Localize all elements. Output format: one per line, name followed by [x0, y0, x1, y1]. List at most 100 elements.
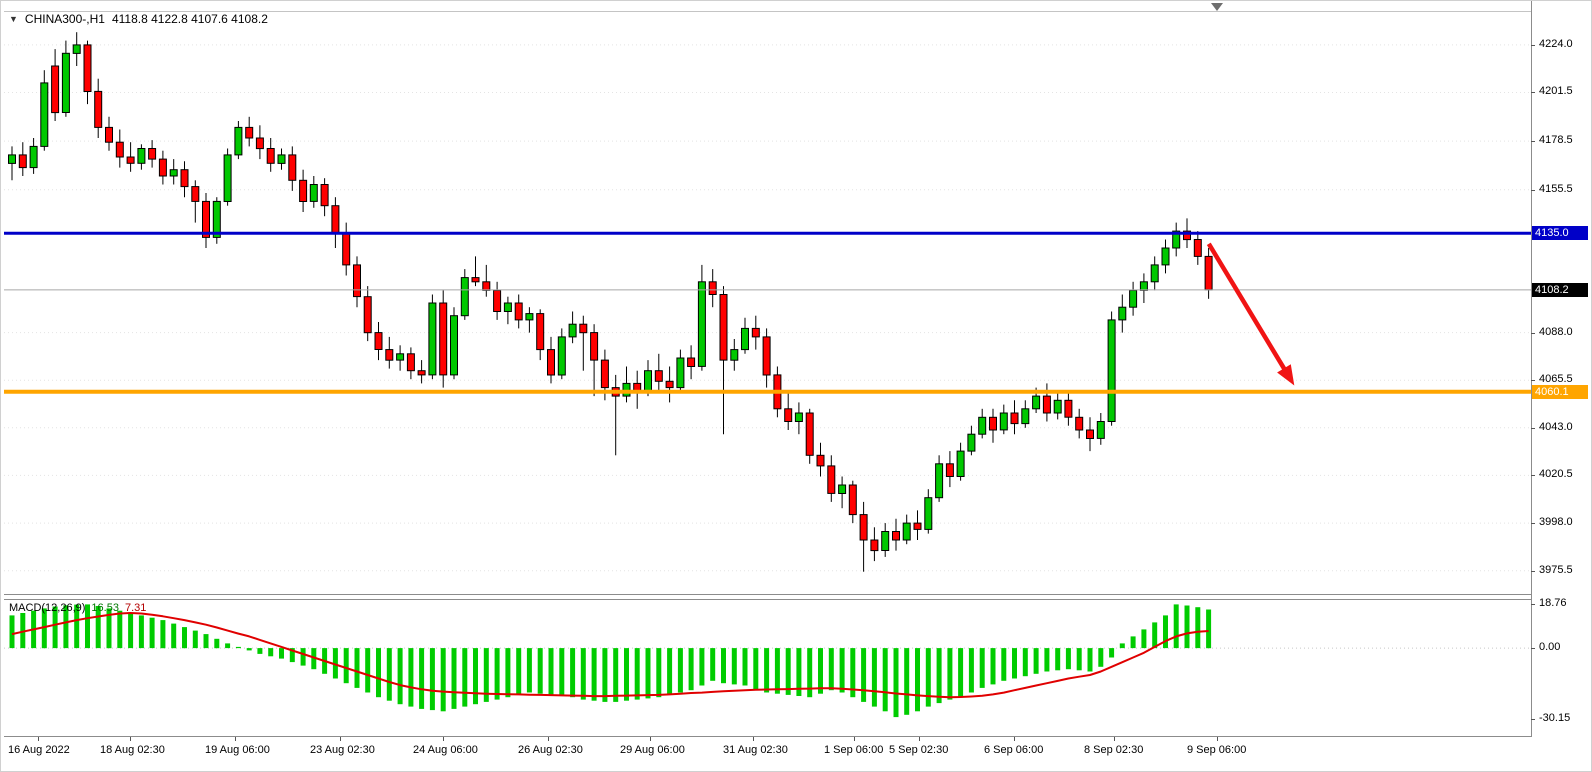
- candle: [450, 315, 458, 376]
- candle: [1118, 306, 1127, 321]
- macd-bar: [279, 648, 284, 659]
- candle: [1096, 421, 1105, 439]
- macd-bar: [1065, 648, 1071, 670]
- price-axis[interactable]: 4224.0 4201.5 4178.5 4155.5 4088.0 4065.5 4043…: [1531, 1, 1591, 597]
- macd-bar: [710, 648, 716, 681]
- price-axis-label: 4201.5: [1539, 85, 1573, 97]
- macd-bar: [419, 648, 425, 709]
- macd-bar: [882, 648, 888, 712]
- macd-bar: [796, 648, 802, 696]
- ohlc-readout: 4118.8 4122.8 4107.6 4108.2: [111, 12, 268, 26]
- symbol-timeframe: CHINA300-,H1: [24, 12, 105, 26]
- candle: [61, 52, 70, 113]
- time-tick: [753, 737, 754, 741]
- candle: [234, 126, 243, 156]
- macd-bar: [41, 608, 47, 649]
- candle: [557, 336, 566, 376]
- candle: [320, 184, 329, 207]
- candle: [838, 484, 847, 494]
- candle: [105, 126, 113, 143]
- trend-arrow[interactable]: [1206, 242, 1295, 386]
- price-tick: [1531, 380, 1535, 381]
- macd-bar: [516, 648, 522, 695]
- time-axis-label: 26 Aug 02:30: [518, 744, 583, 756]
- candle: [460, 277, 469, 317]
- macd-bar: [580, 648, 586, 700]
- candle: [266, 148, 275, 164]
- macd-pane[interactable]: [4, 599, 1531, 737]
- macd-bar: [656, 648, 662, 698]
- macd-bar: [376, 648, 381, 698]
- time-axis[interactable]: 16 Aug 2022 18 Aug 02:30 19 Aug 06:00 23 Au…: [1, 737, 1591, 771]
- candle: [353, 264, 361, 298]
- macd-bar: [451, 648, 457, 709]
- macd-bar: [257, 648, 263, 654]
- macd-signal-line: [11, 612, 1209, 699]
- candle: [212, 200, 221, 238]
- price-tick: [1531, 190, 1535, 191]
- candle: [29, 145, 38, 169]
- candle: [1032, 395, 1041, 410]
- candle: [784, 408, 793, 422]
- candle: [590, 332, 599, 361]
- macd-bar: [925, 648, 931, 707]
- time-tick: [340, 737, 341, 741]
- macd-bar: [440, 648, 446, 712]
- price-tick: [1531, 141, 1535, 142]
- candle: [363, 296, 372, 334]
- macd-bar: [1001, 648, 1007, 681]
- candle: [202, 200, 210, 238]
- candle: [191, 186, 200, 202]
- candle: [417, 370, 426, 376]
- chart-shift-marker-icon[interactable]: [1211, 3, 1223, 11]
- candle: [1075, 416, 1084, 431]
- macd-bar: [214, 638, 220, 649]
- time-tick: [38, 737, 39, 741]
- candle: [148, 148, 157, 160]
- macd-bar: [52, 606, 58, 649]
- time-axis-label: 5 Sep 02:30: [889, 744, 949, 756]
- macd-bar: [1141, 629, 1147, 649]
- macd-tick: [1531, 719, 1535, 720]
- macd-bar: [807, 648, 813, 698]
- time-axis-label: 16 Aug 2022: [8, 744, 70, 756]
- candle: [1086, 429, 1094, 439]
- macd-bar: [591, 648, 597, 701]
- macd-axis-label: -30.15: [1539, 712, 1571, 724]
- candle: [471, 277, 480, 283]
- time-axis-label: 8 Sep 02:30: [1084, 744, 1144, 756]
- candle: [536, 313, 545, 351]
- candle: [1183, 230, 1191, 241]
- candle: [288, 154, 297, 181]
- candle: [1042, 395, 1051, 414]
- macd-axis[interactable]: 18.76 0.00 -30.15: [1531, 597, 1591, 737]
- macd-bar: [85, 604, 90, 649]
- macd-bar: [63, 605, 69, 649]
- macd-bar: [893, 648, 899, 718]
- collapse-arrow-icon[interactable]: ▼: [9, 13, 18, 24]
- macd-bar: [95, 606, 101, 649]
- macd-bar: [850, 648, 856, 698]
- time-axis-label: 23 Aug 02:30: [310, 744, 375, 756]
- candle: [924, 497, 933, 530]
- candle: [805, 412, 814, 456]
- candle: [762, 336, 771, 376]
- candle: [525, 313, 534, 321]
- candle: [956, 450, 965, 478]
- candle: [687, 357, 696, 367]
- macd-bar: [462, 648, 468, 707]
- support-line-price-badge: 4060.1: [1532, 385, 1588, 399]
- macd-bar: [192, 630, 198, 649]
- candle: [94, 90, 103, 128]
- candle: [644, 370, 652, 393]
- macd-bar: [947, 648, 953, 700]
- candle: [1172, 230, 1181, 249]
- macd-bar: [559, 648, 565, 696]
- macd-bar: [861, 648, 867, 702]
- macd-bar: [365, 648, 371, 693]
- candle: [568, 323, 577, 338]
- price-pane[interactable]: [4, 11, 1531, 595]
- macd-bar: [753, 648, 759, 689]
- time-tick: [235, 737, 236, 741]
